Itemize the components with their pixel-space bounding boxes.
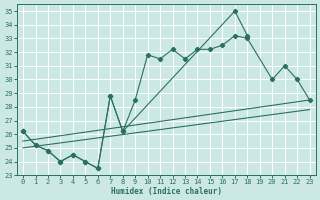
X-axis label: Humidex (Indice chaleur): Humidex (Indice chaleur) [111,187,222,196]
